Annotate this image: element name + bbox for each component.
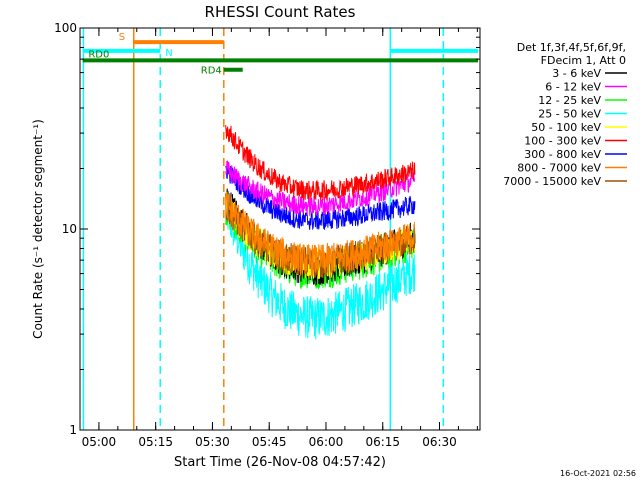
segment-label-rd0: RD0 (88, 49, 109, 60)
y-tick-label: 100 (54, 21, 77, 35)
legend-entry-label: 100 - 300 keV (524, 135, 601, 148)
legend-header-line: Det 1f,3f,4f,5f,6f,9f, (517, 41, 626, 54)
y-tick-label: 10 (62, 222, 77, 236)
legend-entry-label: 6 - 12 keV (545, 81, 601, 94)
legend-entry-label: 800 - 7000 keV (517, 162, 601, 175)
x-tick-label: 06:15 (365, 435, 400, 449)
x-tick-label: 05:15 (138, 435, 173, 449)
legend-entry-label: 7000 - 15000 keV (503, 175, 601, 188)
segment-label-n: N (165, 48, 172, 59)
series-line-1 (225, 160, 416, 217)
segment-label-s: S (119, 32, 125, 43)
x-axis-label: Start Time (26-Nov-08 04:57:42) (174, 455, 386, 470)
x-tick-label: 05:45 (252, 435, 287, 449)
legend-header-line: FDecim 1, Att 0 (541, 54, 626, 67)
legend-entry-label: 50 - 100 keV (531, 121, 601, 134)
x-tick-label: 06:00 (309, 435, 344, 449)
chart-title: RHESSI Count Rates (205, 3, 356, 21)
legend-entry-label: 300 - 800 keV (524, 148, 601, 161)
y-tick-label: 1 (69, 423, 77, 437)
x-tick-label: 05:30 (195, 435, 230, 449)
legend: Det 1f,3f,4f,5f,6f,9f,FDecim 1, Att 03 -… (503, 41, 627, 188)
x-axis-ticks: 05:00 05:15 05:30 05:45 06:00 06:15 06:30 (79, 28, 478, 449)
series-line-3 (225, 190, 416, 340)
x-tick-label: 05:00 (82, 435, 117, 449)
legend-entry-label: 25 - 50 keV (538, 108, 601, 121)
series-line-7 (225, 191, 416, 276)
state-segments: S N RD4 RD0 (82, 32, 479, 77)
y-axis-label: Count Rate (s⁻¹ detector segment⁻¹) (31, 119, 45, 339)
legend-entry-label: 3 - 6 keV (552, 67, 601, 80)
date-stamp: 16-Oct-2021 02:56 (560, 469, 636, 478)
x-tick-label: 06:30 (422, 435, 457, 449)
count-rate-series (225, 124, 416, 340)
series-line-5 (225, 124, 416, 201)
y-axis-ticks: 1 10 100 (54, 21, 480, 437)
segment-label-rd4: RD4 (201, 66, 222, 77)
legend-entry-label: 12 - 25 keV (538, 94, 601, 107)
